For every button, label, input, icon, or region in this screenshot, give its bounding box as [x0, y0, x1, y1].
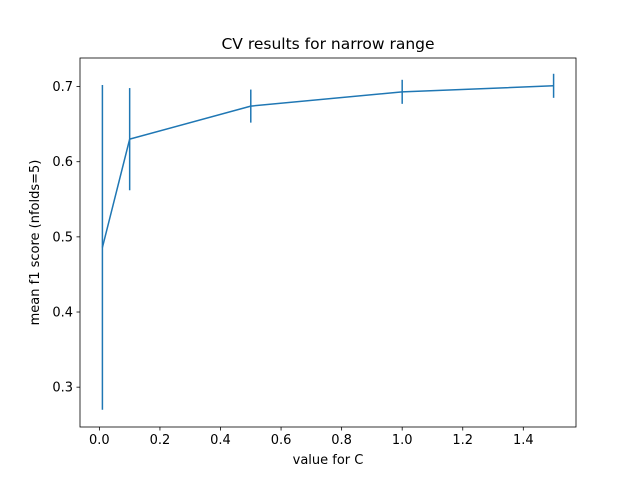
y-tick-label: 0.5 — [52, 230, 73, 245]
axes-frame — [79, 57, 577, 428]
y-axis: 0.3 0.4 0.5 0.6 0.7 — [52, 80, 80, 396]
x-tick-label: 0.6 — [271, 433, 292, 448]
x-tick-label: 0.8 — [331, 433, 352, 448]
y-tick-label: 0.4 — [52, 306, 73, 321]
x-axis-label: value for C — [293, 453, 364, 468]
y-tick-label: 0.3 — [52, 381, 73, 396]
x-tick-label: 1.0 — [392, 433, 413, 448]
x-tick-label: 0.4 — [210, 433, 231, 448]
x-tick-label: 1.4 — [513, 433, 534, 448]
x-axis: 0.0 0.2 0.4 0.6 0.8 1.0 1.2 1.4 — [89, 427, 534, 448]
x-tick-label: 1.2 — [452, 433, 473, 448]
series-line — [101, 85, 554, 248]
chart-title: CV results for narrow range — [221, 35, 434, 53]
y-tick-label: 0.6 — [52, 155, 73, 170]
y-axis-label: mean f1 score (nfolds=5) — [28, 160, 43, 326]
y-tick-label: 0.7 — [52, 80, 73, 95]
x-tick-label: 0.0 — [89, 433, 110, 448]
x-tick-label: 0.2 — [150, 433, 171, 448]
data-series — [101, 73, 555, 410]
